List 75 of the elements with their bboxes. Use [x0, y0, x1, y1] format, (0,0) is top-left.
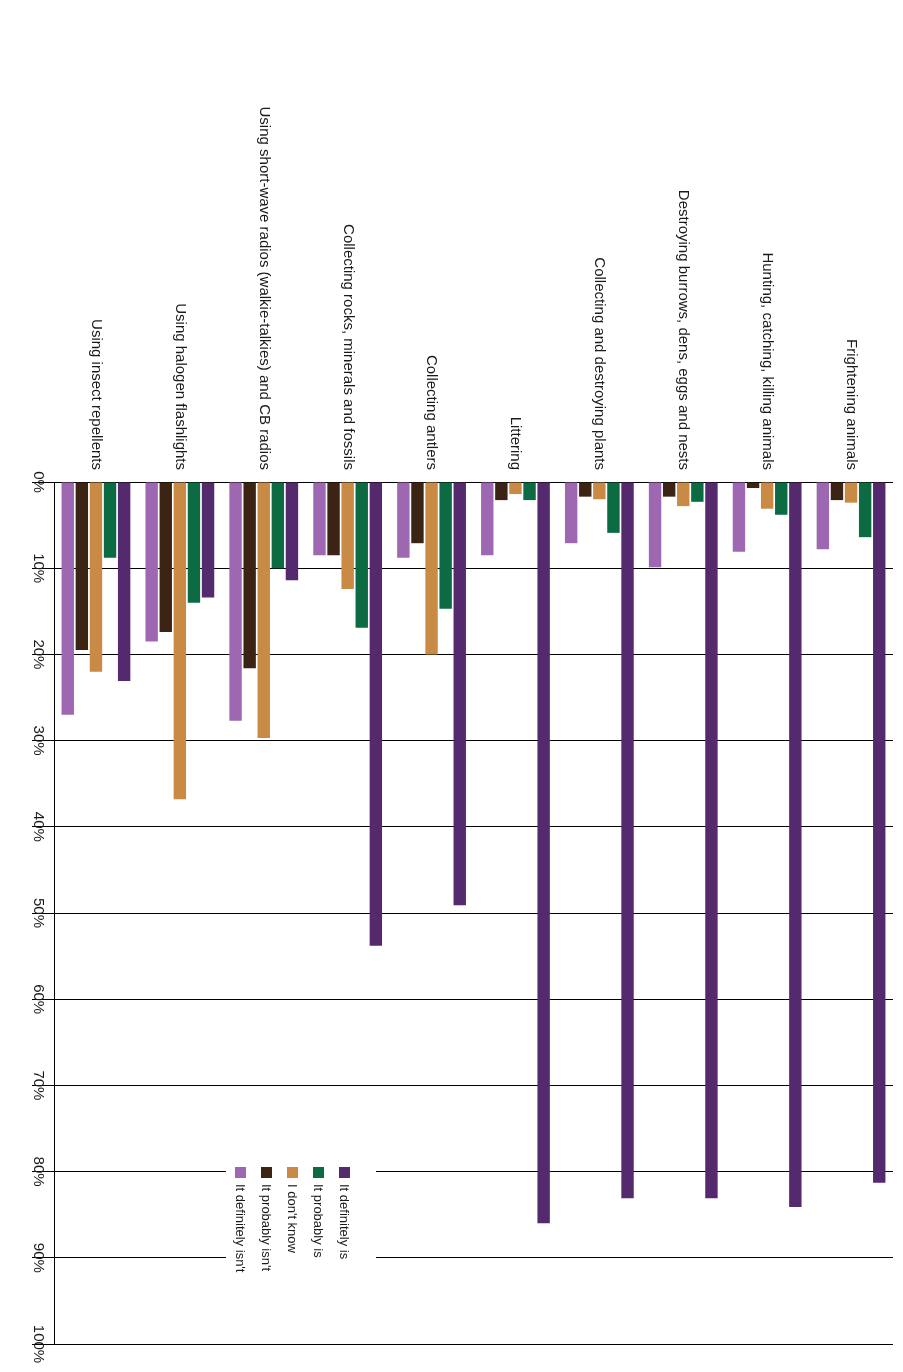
bar: [201, 482, 215, 598]
bar: [873, 482, 886, 1183]
bar: [662, 482, 676, 497]
x-tick-label: Destroying burrows, dens, eggs and nests: [676, 189, 694, 470]
bar: [159, 482, 172, 632]
bar: [425, 482, 438, 655]
x-tick-label: Collecting rocks, minerals and fossils: [340, 224, 358, 470]
y-tick-label: 90%: [30, 1242, 48, 1273]
bar: [145, 482, 158, 642]
x-tick-label: Collecting and destroying plants: [592, 257, 610, 470]
bar: [607, 482, 620, 533]
bar: [271, 482, 285, 569]
bar: [397, 482, 410, 558]
x-tick-label: Using halogen flashlights: [172, 303, 190, 470]
bar: [564, 482, 578, 544]
bar: [648, 482, 662, 568]
x-tick-label: Using short-wave radios (walkie-talkies) and CB radios: [256, 106, 274, 470]
bar: [439, 482, 452, 609]
bar: [579, 482, 592, 497]
bar: [844, 482, 858, 503]
bar: [117, 482, 131, 682]
y-tick-label: 0%: [30, 471, 48, 493]
bar: [537, 482, 550, 1224]
x-tick-label: Collecting antlers: [424, 354, 442, 470]
bar: [187, 482, 201, 603]
y-tick-label: 60%: [30, 984, 48, 1015]
bar: [481, 482, 494, 556]
bar: [789, 482, 802, 1207]
legend-label: It definitely isn't: [233, 1184, 249, 1273]
bar: [369, 482, 383, 946]
bar: [593, 482, 606, 500]
bar: [285, 482, 299, 581]
bar: [523, 482, 536, 501]
bar: [509, 482, 522, 495]
bar: [495, 482, 508, 501]
y-tick-label: 20%: [30, 639, 48, 670]
bar: [775, 482, 788, 515]
y-tick-label: 100%: [30, 1324, 48, 1364]
x-tick-label: Hunting, catching, killing animals: [760, 252, 778, 470]
bar: [173, 482, 187, 800]
bar: [830, 482, 844, 501]
y-tick-label: 30%: [30, 725, 48, 756]
bar: [760, 482, 774, 509]
x-tick-label: Using insect repellents: [88, 319, 106, 470]
y-tick-label: 80%: [30, 1156, 48, 1187]
x-tick-label: Littering: [508, 416, 526, 470]
y-tick-label: 70%: [30, 1070, 48, 1101]
bar: [411, 482, 424, 544]
bar: [705, 482, 718, 1199]
x-tick-label: Frightening animals: [843, 339, 861, 470]
bar: [327, 482, 340, 556]
bar: [677, 482, 690, 507]
bar: [89, 482, 103, 672]
y-tick-label: 40%: [30, 811, 48, 842]
bar: [858, 482, 872, 538]
bar: [313, 482, 326, 556]
bar: [453, 482, 466, 906]
bar: [341, 482, 354, 589]
bar: [257, 482, 270, 739]
bar: [61, 482, 74, 715]
bar: [103, 482, 117, 558]
bar: [229, 482, 242, 721]
bar: [243, 482, 256, 669]
y-tick-label: 50%: [30, 897, 48, 929]
legend-label: It probably isn't: [259, 1184, 275, 1272]
bar: [732, 482, 746, 552]
bar: [75, 482, 89, 651]
bar: [691, 482, 704, 502]
y-tick-label: 10%: [30, 553, 48, 584]
bar: [621, 482, 634, 1199]
legend-label: It definitely is: [337, 1184, 353, 1260]
legend-label: It probably is: [311, 1184, 327, 1259]
bar: [816, 482, 830, 550]
bar: [355, 482, 368, 628]
legend-label: I don't know: [285, 1184, 301, 1254]
